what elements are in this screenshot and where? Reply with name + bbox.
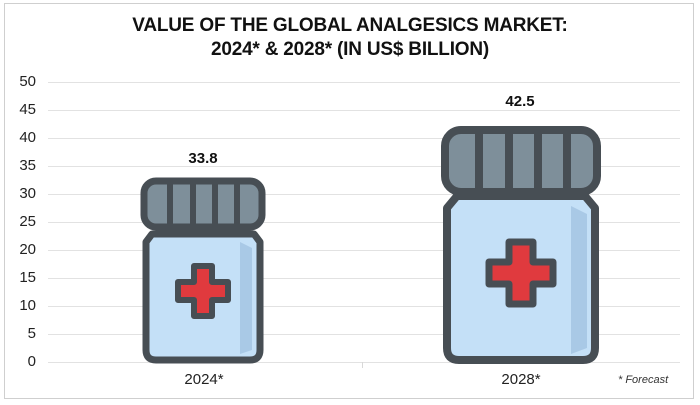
medicine-bottle-icon — [441, 126, 601, 364]
title-line-2: 2024* & 2028* (IN US$ BILLION) — [210, 39, 490, 60]
gridline — [48, 110, 680, 111]
y-tick: 40 — [19, 129, 36, 146]
y-tick: 50 — [19, 73, 36, 90]
gridline — [48, 194, 680, 195]
y-tick: 10 — [19, 297, 36, 314]
value-label-2024: 33.8 — [188, 150, 218, 167]
forecast-footnote: * Forecast — [618, 374, 669, 386]
y-tick: 30 — [19, 185, 36, 202]
y-tick: 25 — [19, 213, 36, 230]
y-tick: 45 — [19, 101, 36, 118]
gridline — [48, 362, 680, 363]
gridline — [48, 138, 680, 139]
y-tick: 20 — [19, 241, 36, 258]
x-label-2024: 2024* — [184, 371, 224, 388]
gridline — [48, 306, 680, 307]
title-line-1: VALUE OF THE GLOBAL ANALGESICS MARKET: — [132, 15, 568, 36]
gridline — [48, 166, 680, 167]
y-tick: 5 — [27, 325, 36, 342]
y-tick: 15 — [19, 269, 36, 286]
category-divider — [362, 362, 363, 368]
medicine-bottle-icon — [140, 177, 266, 364]
gridline — [48, 222, 680, 223]
gridline — [48, 82, 680, 83]
gridline — [48, 250, 680, 251]
chart-title: VALUE OF THE GLOBAL ANALGESICS MARKET: 2… — [0, 14, 700, 62]
y-tick: 0 — [27, 353, 36, 370]
gridline — [48, 334, 680, 335]
y-tick: 35 — [19, 157, 36, 174]
x-label-2028: 2028* — [501, 371, 541, 388]
gridline — [48, 278, 680, 279]
value-label-2028: 42.5 — [505, 93, 535, 110]
